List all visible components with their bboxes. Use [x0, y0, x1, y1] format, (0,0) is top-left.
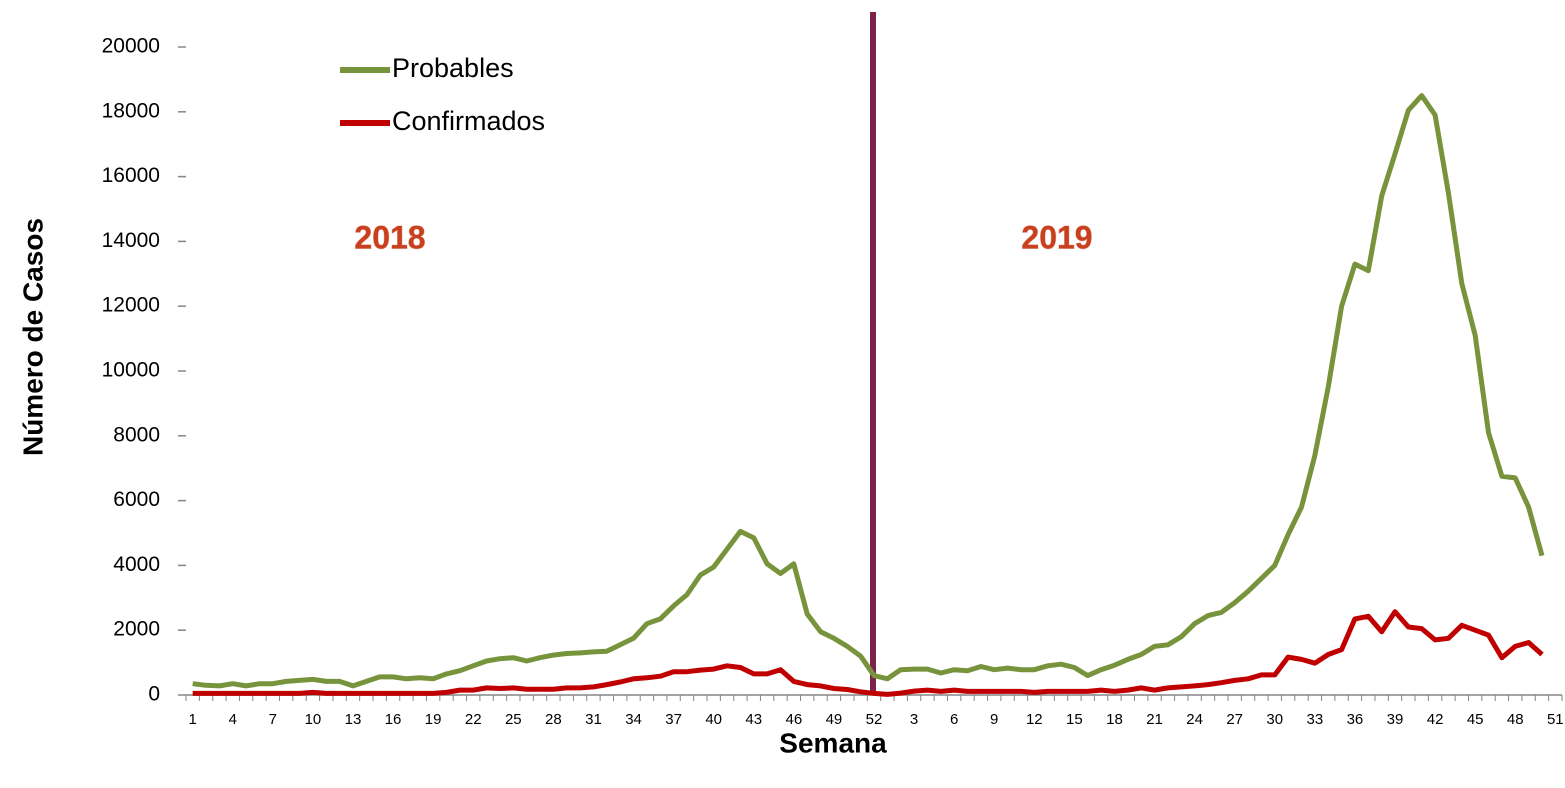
x-tick-label: 25 — [505, 711, 522, 728]
y-tick-label: 20000 — [102, 35, 160, 58]
y-tick-label: 4000 — [113, 553, 160, 576]
x-tick-label: 28 — [545, 711, 562, 728]
x-tick-label: 33 — [1307, 711, 1324, 728]
y-tick-label: 2000 — [113, 618, 160, 641]
legend-label: Probables — [392, 53, 514, 83]
x-tick-label: 4 — [229, 711, 237, 728]
x-tick-label: 21 — [1146, 711, 1163, 728]
x-tick-label: 1 — [189, 711, 197, 728]
x-tick-label: 36 — [1347, 711, 1364, 728]
x-tick-label: 12 — [1026, 711, 1043, 728]
x-tick-label: 19 — [425, 711, 442, 728]
x-tick-label: 49 — [826, 711, 843, 728]
x-tick-label: 10 — [305, 711, 322, 728]
x-tick-label: 30 — [1266, 711, 1283, 728]
y-tick-label: 18000 — [102, 99, 160, 122]
x-tick-label: 45 — [1467, 711, 1484, 728]
x-tick-label: 34 — [625, 711, 642, 728]
x-tick-label: 39 — [1387, 711, 1404, 728]
x-tick-label: 46 — [786, 711, 803, 728]
x-tick-label: 22 — [465, 711, 482, 728]
x-tick-label: 13 — [345, 711, 362, 728]
annotation: 2018 — [354, 219, 425, 255]
y-tick-label: 16000 — [102, 164, 160, 187]
x-tick-label: 43 — [745, 711, 762, 728]
y-axis-label: Número de Casos — [17, 218, 48, 456]
x-tick-label: 9 — [990, 711, 998, 728]
legend-label: Confirmados — [392, 106, 545, 136]
series-line — [192, 93, 1545, 689]
y-tick-label: 12000 — [102, 294, 160, 317]
x-tick-label: 37 — [665, 711, 682, 728]
y-tick-label: 0 — [148, 683, 160, 706]
x-tick-label: 3 — [910, 711, 918, 728]
x-axis-label: Semana — [779, 727, 887, 758]
x-tick-label: 52 — [866, 711, 883, 728]
x-tick-label: 48 — [1507, 711, 1524, 728]
x-tick-label: 16 — [385, 711, 402, 728]
y-tick-label: 14000 — [102, 229, 160, 252]
annotation: 2019 — [1021, 219, 1092, 255]
x-tick-label: 15 — [1066, 711, 1083, 728]
x-tick-label: 42 — [1427, 711, 1444, 728]
x-tick-label: 51 — [1547, 711, 1564, 728]
x-tick-label: 24 — [1186, 711, 1203, 728]
x-tick-label: 40 — [705, 711, 722, 728]
x-tick-label: 7 — [269, 711, 277, 728]
y-tick-label: 10000 — [102, 359, 160, 382]
series-line — [192, 609, 1544, 697]
x-tick-label: 27 — [1226, 711, 1243, 728]
y-tick-label: 8000 — [113, 423, 160, 446]
x-tick-label: 18 — [1106, 711, 1123, 728]
y-tick-label: 6000 — [113, 488, 160, 511]
x-tick-label: 6 — [950, 711, 958, 728]
x-tick-label: 31 — [585, 711, 602, 728]
